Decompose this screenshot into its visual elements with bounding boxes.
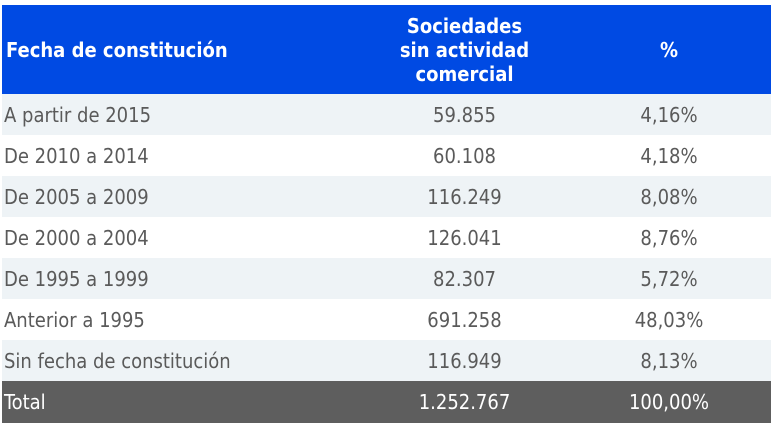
table-row: De 2010 a 2014 60.108 4,18% <box>2 135 771 176</box>
cell-sociedades: 126.041 <box>362 217 567 258</box>
cell-sociedades: 82.307 <box>362 258 567 299</box>
cell-fecha: A partir de 2015 <box>2 94 362 135</box>
cell-sociedades: 60.108 <box>362 135 567 176</box>
header-row: Fecha de constitución Sociedades sin act… <box>2 5 771 94</box>
cell-fecha: Total <box>2 381 362 423</box>
cell-percent: 5,72% <box>567 258 771 299</box>
cell-percent: 8,76% <box>567 217 771 258</box>
cell-fecha: De 1995 a 1999 <box>2 258 362 299</box>
table-row: De 2005 a 2009 116.249 8,08% <box>2 176 771 217</box>
header-fecha: Fecha de constitución <box>2 5 362 94</box>
table-row: Anterior a 1995 691.258 48,03% <box>2 299 771 340</box>
table-row: De 2000 a 2004 126.041 8,76% <box>2 217 771 258</box>
cell-percent: 48,03% <box>567 299 771 340</box>
cell-fecha: Anterior a 1995 <box>2 299 362 340</box>
total-row: Total 1.252.767 100,00% <box>2 381 771 423</box>
cell-sociedades: 1.252.767 <box>362 381 567 423</box>
cell-fecha: Sin fecha de constitución <box>2 340 362 381</box>
header-percent: % <box>567 5 771 94</box>
table-row: De 1995 a 1999 82.307 5,72% <box>2 258 771 299</box>
table-row: A partir de 2015 59.855 4,16% <box>2 94 771 135</box>
cell-percent: 8,13% <box>567 340 771 381</box>
cell-percent: 100,00% <box>567 381 771 423</box>
cell-sociedades: 59.855 <box>362 94 567 135</box>
cell-sociedades: 116.249 <box>362 176 567 217</box>
data-table: Fecha de constitución Sociedades sin act… <box>2 5 771 423</box>
cell-percent: 4,18% <box>567 135 771 176</box>
cell-fecha: De 2005 a 2009 <box>2 176 362 217</box>
header-sociedades: Sociedades sin actividad comercial <box>362 5 567 94</box>
cell-fecha: De 2010 a 2014 <box>2 135 362 176</box>
table-row: Sin fecha de constitución 116.949 8,13% <box>2 340 771 381</box>
cell-percent: 4,16% <box>567 94 771 135</box>
cell-percent: 8,08% <box>567 176 771 217</box>
cell-sociedades: 691.258 <box>362 299 567 340</box>
cell-fecha: De 2000 a 2004 <box>2 217 362 258</box>
cell-sociedades: 116.949 <box>362 340 567 381</box>
